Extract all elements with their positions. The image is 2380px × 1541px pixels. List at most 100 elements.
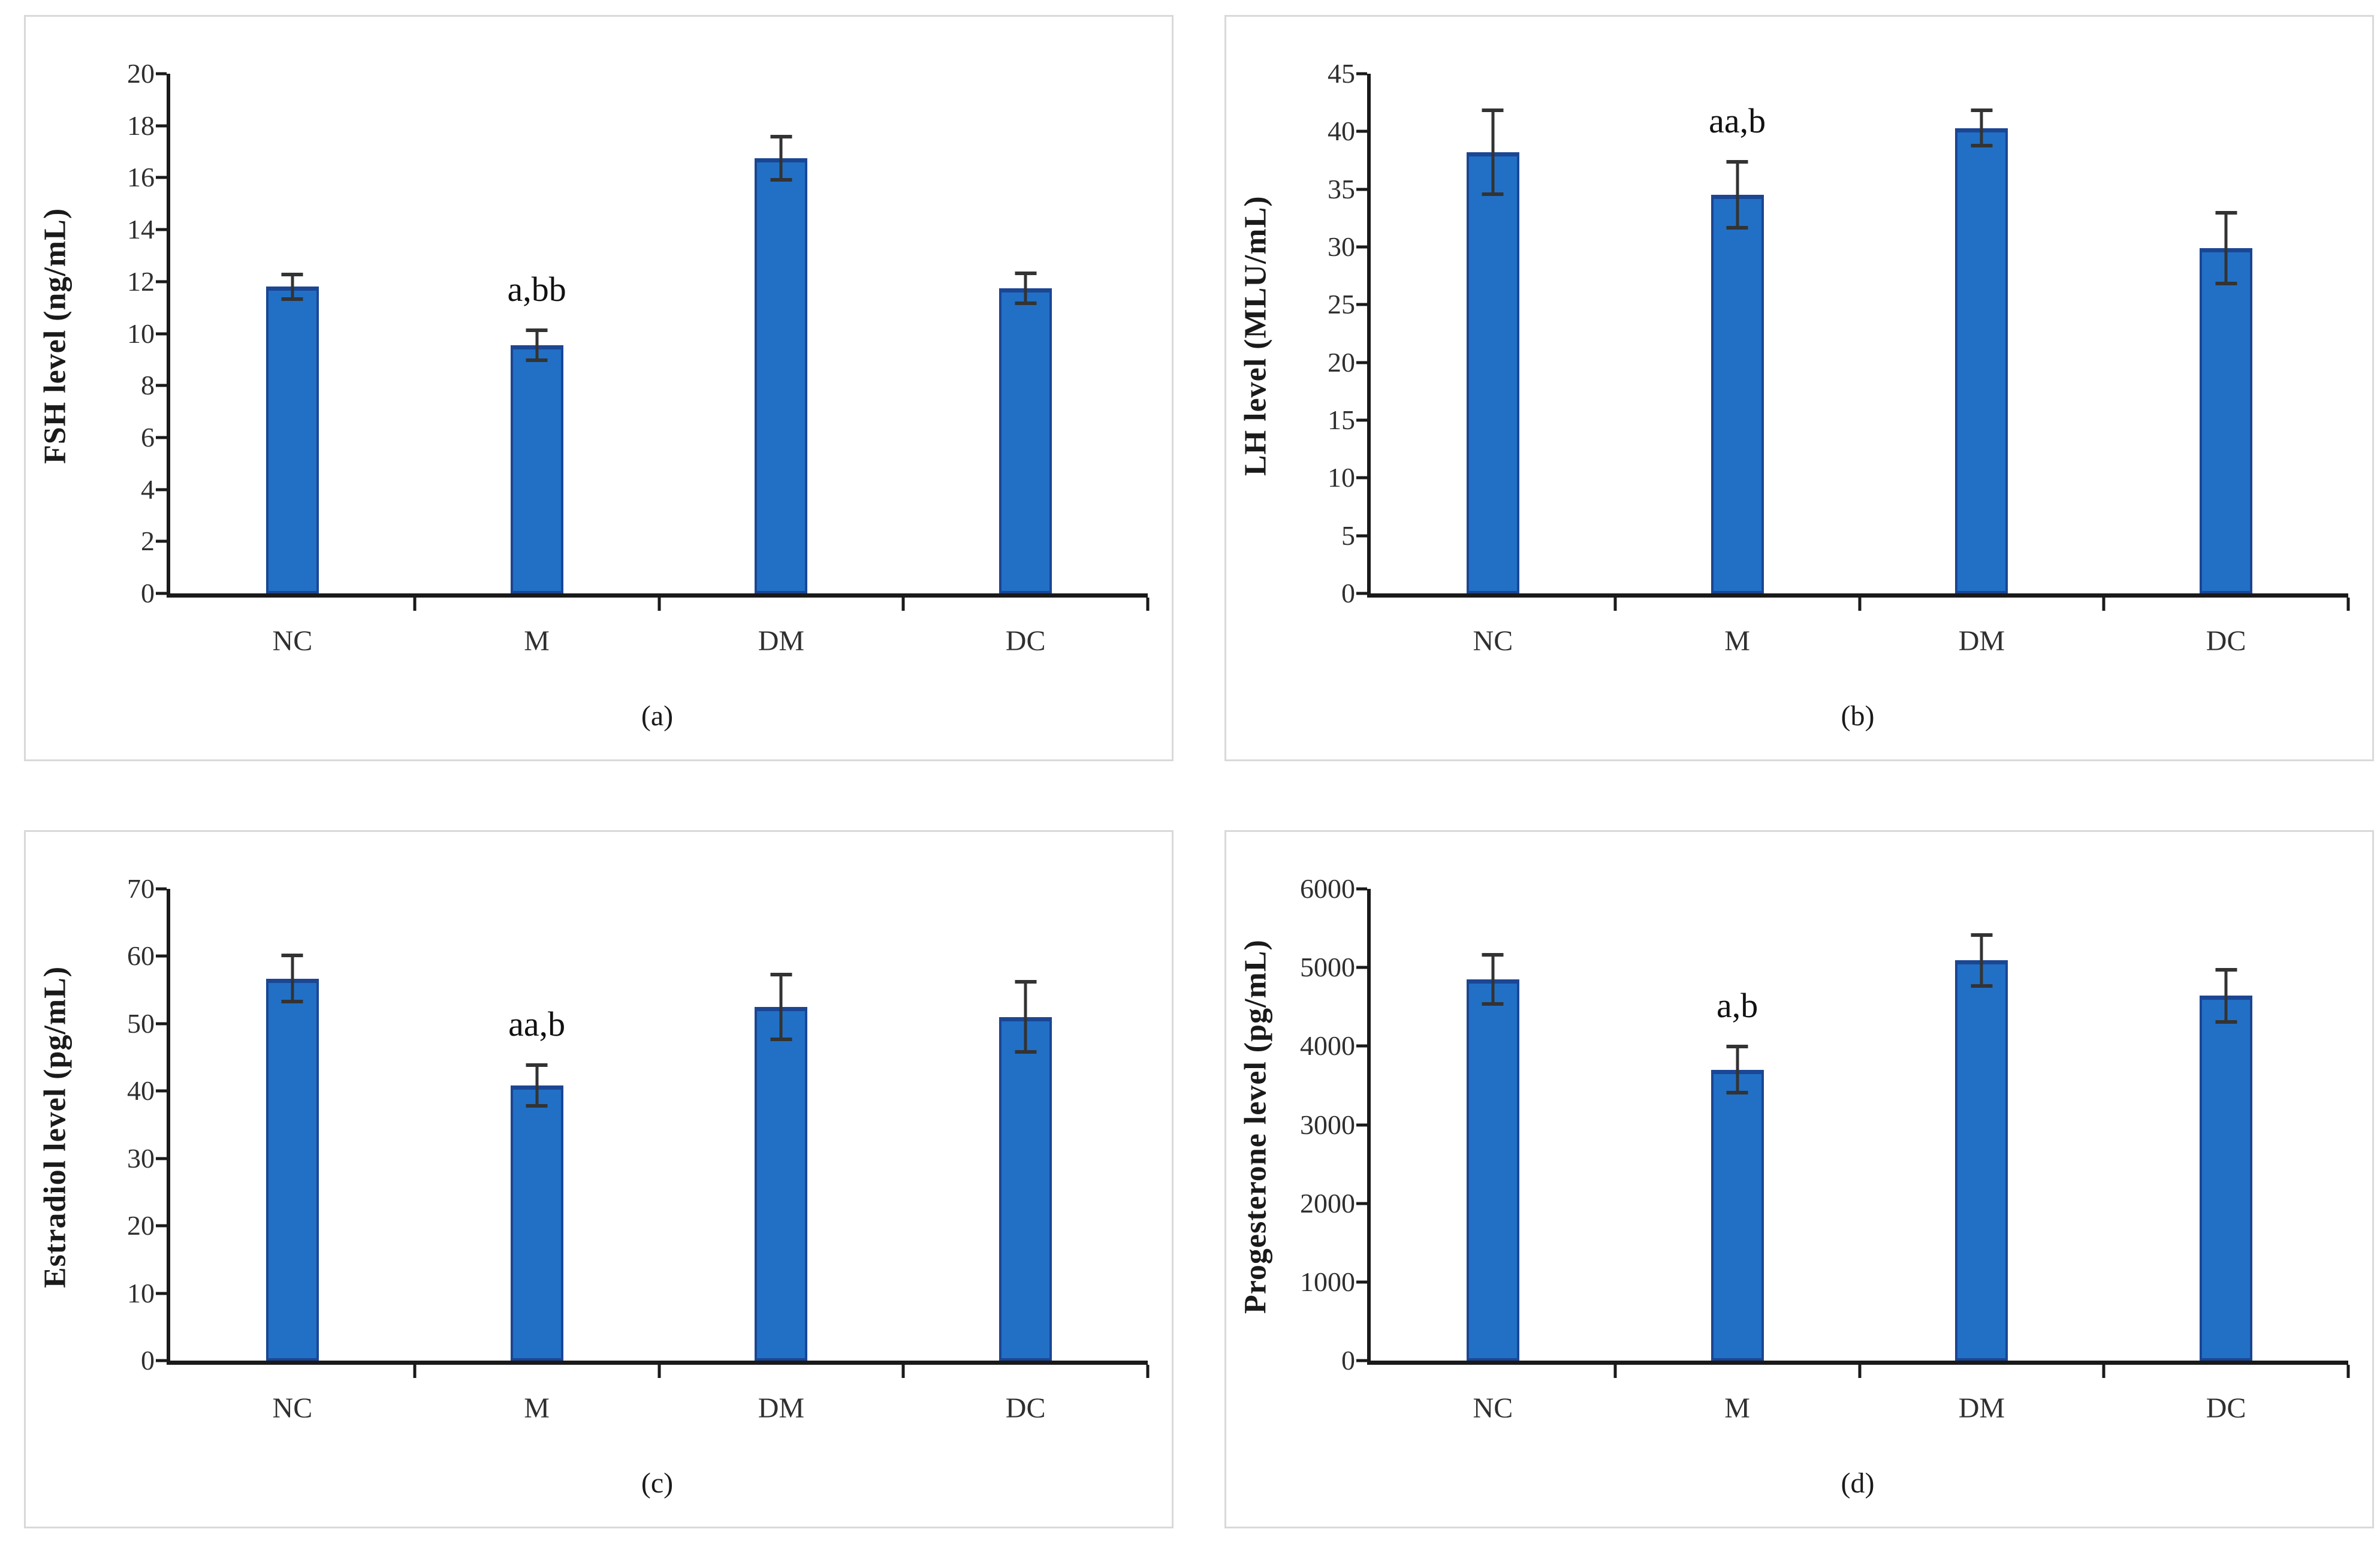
error-bar-line <box>535 330 539 361</box>
bar-M <box>1711 1069 1764 1361</box>
x-axis-tick <box>901 1365 905 1378</box>
y-axis-tick <box>1356 476 1367 480</box>
error-bar-cap-top <box>1971 108 1993 112</box>
error-bar-cap-top <box>526 328 548 333</box>
x-axis-tick <box>1858 1365 1861 1378</box>
y-axis-tick-label: 4 <box>141 474 155 505</box>
y-axis-tick-label: 25 <box>1328 289 1355 320</box>
error-bar-DM <box>770 135 792 182</box>
y-axis-tick <box>156 954 167 958</box>
error-bar-DM <box>1971 933 1993 988</box>
y-axis-tick-label: 6 <box>141 421 155 453</box>
error-bar-line <box>291 955 294 1002</box>
significance-label: aa,b <box>1709 101 1766 141</box>
panel-caption: (d) <box>1841 1467 1875 1499</box>
error-bar-line <box>2224 212 2228 284</box>
bar-M <box>510 1085 563 1361</box>
y-axis-tick <box>1356 245 1367 249</box>
error-bar-line <box>535 1064 539 1107</box>
error-bar-M <box>526 328 548 363</box>
error-bar-cap-bottom <box>770 1037 792 1041</box>
y-axis-tick <box>1356 592 1367 595</box>
error-bar-line <box>1736 161 1739 229</box>
error-bar-line <box>1980 109 1983 147</box>
error-bar-cap-bottom <box>1482 192 1504 197</box>
plot-area: 0 5 10 15 20 25 30 35 40 45 NC aa,b M DM DC <box>1328 60 2350 657</box>
y-axis-tick <box>1356 129 1367 133</box>
error-bar-cap-top <box>1482 952 1504 957</box>
y-axis-title: Progesterone level (pg/mL) <box>1238 939 1273 1314</box>
y-axis-tick <box>1356 887 1367 891</box>
y-axis-tick <box>1356 188 1367 191</box>
y-axis-tick <box>156 887 167 891</box>
error-bar-cap-bottom <box>281 999 303 1003</box>
error-bar-M <box>526 1063 548 1108</box>
panel-caption: (c) <box>641 1467 674 1499</box>
y-axis-tick <box>1356 1359 1367 1362</box>
x-axis-category-label-DM: DM <box>1958 625 2005 657</box>
error-bar-line <box>1024 981 1027 1053</box>
error-bar-cap-bottom <box>770 177 792 182</box>
bar-DM <box>755 1006 808 1361</box>
x-axis-tick <box>657 598 660 611</box>
panel-caption: (b) <box>1841 700 1875 732</box>
x-axis-tick <box>1613 1365 1617 1378</box>
error-bar-cap-bottom <box>2215 281 2237 285</box>
bar-NC <box>266 287 319 593</box>
y-axis-tick-label: 2 <box>141 526 155 557</box>
x-axis-tick <box>2102 1365 2105 1378</box>
x-axis-tick <box>1146 598 1150 611</box>
y-axis-tick <box>156 539 167 543</box>
y-axis-tick-label: 6000 <box>1300 873 1355 904</box>
x-axis-tick <box>413 598 417 611</box>
y-axis-tick-label: 0 <box>1341 1345 1355 1376</box>
y-axis-tick-label: 20 <box>127 58 155 89</box>
error-bar-cap-bottom <box>2215 1020 2237 1024</box>
y-axis-tick-label: 16 <box>127 162 155 193</box>
y-axis-tick-label: 40 <box>127 1075 155 1106</box>
significance-label: a,b <box>1717 986 1758 1026</box>
y-axis-tick-label: 0 <box>1341 578 1355 608</box>
y-axis-tick-label: 30 <box>1328 231 1355 263</box>
error-bar-line <box>2224 969 2228 1023</box>
y-axis-tick <box>156 1157 167 1160</box>
error-bar-M <box>1726 1045 1748 1095</box>
y-axis-tick-label: 3000 <box>1300 1109 1355 1140</box>
y-axis-tick-label: 50 <box>127 1008 155 1039</box>
y-axis-tick-label: 30 <box>127 1142 155 1174</box>
x-axis-category-label-NC: NC <box>272 1392 313 1424</box>
y-axis-tick-label: 1000 <box>1300 1266 1355 1297</box>
error-bar-cap-top <box>1015 271 1037 275</box>
y-axis-tick-label: 70 <box>127 873 155 904</box>
error-bar-line <box>1980 934 1983 987</box>
y-axis-tick <box>156 1022 167 1026</box>
y-axis-tick <box>156 332 167 335</box>
y-axis-tick <box>1356 1202 1367 1205</box>
y-axis-tick-label: 2000 <box>1300 1187 1355 1219</box>
y-axis-tick-label: 0 <box>141 578 155 608</box>
error-bar-cap-top <box>2215 211 2237 215</box>
panel-a-fsh-chart: FSH level (ng/mL) 0 2 4 6 8 10 12 14 16 18 20 NC a,b… <box>24 15 1174 761</box>
error-bar-cap-top <box>281 272 303 276</box>
y-axis-tick-label: 10 <box>1328 462 1355 493</box>
x-axis-category-label-M: M <box>1724 1392 1750 1424</box>
error-bar-cap-bottom <box>1726 1091 1748 1095</box>
bar-DM <box>1955 128 2008 593</box>
error-bar-line <box>1491 109 1495 195</box>
error-bar-NC <box>1482 108 1504 197</box>
y-axis-tick-label: 8 <box>141 370 155 401</box>
error-bar-line <box>779 973 783 1040</box>
error-bar-line <box>779 136 783 180</box>
y-axis-tick-label: 45 <box>1328 58 1355 89</box>
x-axis-category-label-M: M <box>524 1392 550 1424</box>
bar-NC <box>266 978 319 1361</box>
y-axis-tick <box>1356 303 1367 306</box>
bar-DC <box>2200 248 2253 593</box>
bar-M <box>1711 195 1764 593</box>
error-bar-NC <box>281 954 303 1003</box>
error-bar-DC <box>1015 271 1037 305</box>
x-axis-category-label-DC: DC <box>2206 625 2246 657</box>
error-bar-cap-top <box>770 972 792 976</box>
x-axis-tick <box>2346 598 2350 611</box>
